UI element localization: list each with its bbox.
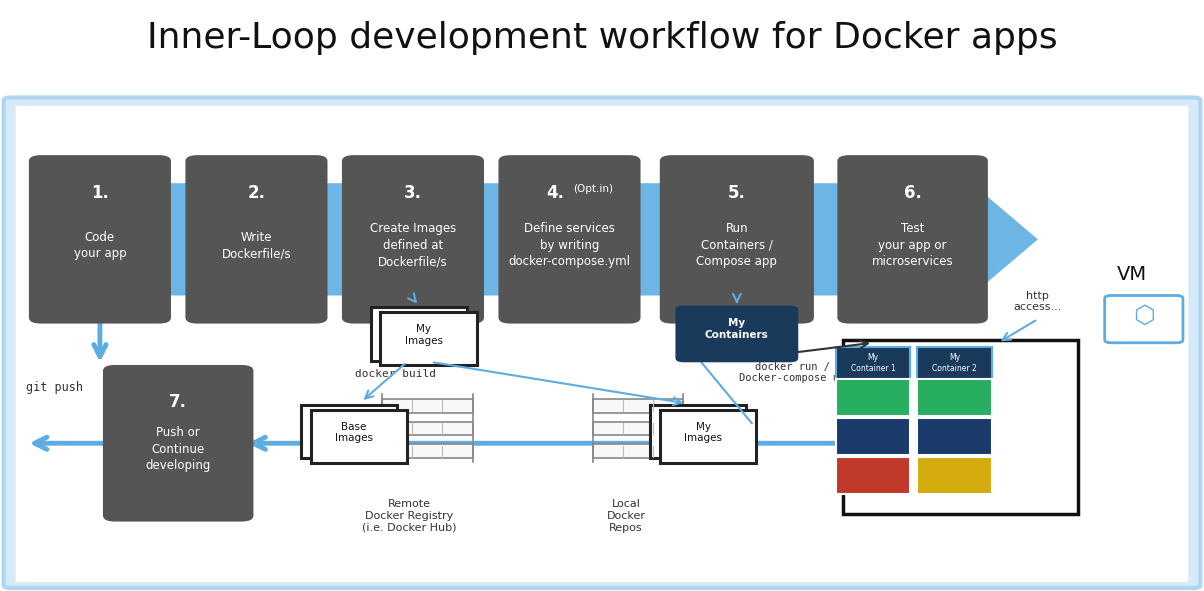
FancyBboxPatch shape xyxy=(836,418,910,455)
Text: Remote
Docker Registry
(i.e. Docker Hub): Remote Docker Registry (i.e. Docker Hub) xyxy=(362,499,456,532)
Text: git push: git push xyxy=(26,381,83,394)
Text: 3.: 3. xyxy=(405,183,421,202)
Text: Base
Images: Base Images xyxy=(335,422,373,443)
FancyBboxPatch shape xyxy=(836,347,910,379)
Text: 5.: 5. xyxy=(728,183,745,202)
FancyBboxPatch shape xyxy=(102,365,253,521)
Text: VM: VM xyxy=(1116,265,1147,284)
Text: 4.: 4. xyxy=(547,183,563,202)
FancyBboxPatch shape xyxy=(836,457,910,494)
Text: 7.: 7. xyxy=(170,394,187,411)
FancyBboxPatch shape xyxy=(380,312,477,365)
FancyBboxPatch shape xyxy=(1104,296,1182,343)
FancyBboxPatch shape xyxy=(592,422,683,435)
Text: 6.: 6. xyxy=(904,183,921,202)
FancyBboxPatch shape xyxy=(311,410,407,463)
FancyBboxPatch shape xyxy=(4,98,1200,588)
Text: 2.: 2. xyxy=(248,183,265,202)
Text: http
access...: http access... xyxy=(1014,291,1062,312)
Text: My
Images: My Images xyxy=(405,324,443,346)
Text: My
Container 2: My Container 2 xyxy=(932,353,978,373)
Text: (Opt.in): (Opt.in) xyxy=(573,183,614,193)
Text: Push or
Continue
developing: Push or Continue developing xyxy=(146,426,211,472)
Text: My
Container 1: My Container 1 xyxy=(850,353,896,373)
FancyBboxPatch shape xyxy=(382,399,472,413)
Text: 1.: 1. xyxy=(92,183,108,202)
Text: ⬡: ⬡ xyxy=(1133,304,1155,328)
Text: docker run /
Docker-compose up: docker run / Docker-compose up xyxy=(739,362,845,383)
FancyBboxPatch shape xyxy=(382,422,472,435)
Text: My
Images: My Images xyxy=(684,422,722,443)
Text: Run
Containers /
Compose app: Run Containers / Compose app xyxy=(696,222,778,268)
FancyBboxPatch shape xyxy=(342,155,484,324)
FancyBboxPatch shape xyxy=(592,444,683,458)
FancyBboxPatch shape xyxy=(917,347,992,379)
FancyBboxPatch shape xyxy=(917,418,992,455)
FancyBboxPatch shape xyxy=(301,405,397,458)
FancyBboxPatch shape xyxy=(675,306,798,362)
Text: Inner-Loop development workflow for Docker apps: Inner-Loop development workflow for Dock… xyxy=(147,21,1057,55)
FancyBboxPatch shape xyxy=(837,155,987,324)
FancyBboxPatch shape xyxy=(16,106,1188,582)
FancyBboxPatch shape xyxy=(843,340,1078,514)
FancyBboxPatch shape xyxy=(592,399,683,413)
FancyBboxPatch shape xyxy=(382,444,472,458)
Text: Define services
by writing
docker-compose.yml: Define services by writing docker-compos… xyxy=(508,222,631,268)
FancyBboxPatch shape xyxy=(29,155,171,324)
Text: Local
Docker
Repos: Local Docker Repos xyxy=(607,499,645,532)
FancyBboxPatch shape xyxy=(650,405,746,458)
FancyBboxPatch shape xyxy=(660,155,814,324)
FancyBboxPatch shape xyxy=(917,379,992,416)
FancyBboxPatch shape xyxy=(836,379,910,416)
FancyBboxPatch shape xyxy=(371,307,467,361)
Text: Code
your app: Code your app xyxy=(73,230,126,260)
Text: Create Images
defined at
Dockerfile/s: Create Images defined at Dockerfile/s xyxy=(370,222,456,268)
Text: My
Containers: My Containers xyxy=(706,319,768,340)
Text: Write
Dockerfile/s: Write Dockerfile/s xyxy=(222,230,291,260)
FancyBboxPatch shape xyxy=(185,155,327,324)
Text: docker build: docker build xyxy=(355,369,436,378)
FancyBboxPatch shape xyxy=(917,457,992,494)
Text: Test
your app or
microservices: Test your app or microservices xyxy=(872,222,954,268)
Polygon shape xyxy=(36,183,1038,296)
FancyBboxPatch shape xyxy=(498,155,641,324)
FancyBboxPatch shape xyxy=(660,410,756,463)
